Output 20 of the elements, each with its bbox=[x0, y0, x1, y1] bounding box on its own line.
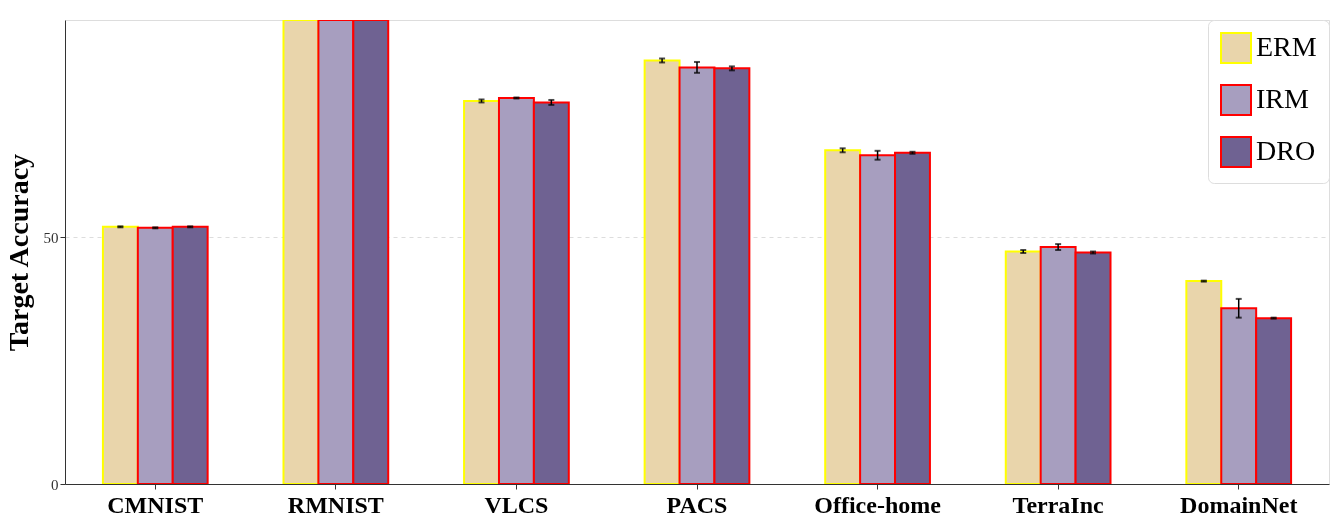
bar bbox=[824, 149, 862, 484]
x-tick-label: PACS bbox=[666, 491, 728, 518]
x-tick-label: DomainNet bbox=[1180, 491, 1298, 518]
bar bbox=[1185, 280, 1223, 484]
legend-label: ERM bbox=[1256, 31, 1317, 62]
x-tick-label: CMNIST bbox=[107, 491, 204, 518]
bar bbox=[463, 99, 500, 484]
bar bbox=[101, 225, 139, 484]
y-tick-label: 50 bbox=[43, 229, 59, 246]
bar bbox=[282, 20, 320, 484]
legend-label: IRM bbox=[1256, 83, 1309, 114]
bar bbox=[643, 59, 681, 484]
x-tick-label: Office-home bbox=[814, 491, 942, 518]
x-tick-label: RMNIST bbox=[287, 491, 384, 518]
y-tick-label: 0 bbox=[51, 476, 59, 493]
y-axis-title: Target Accuracy bbox=[2, 153, 34, 352]
bar bbox=[1004, 250, 1042, 484]
x-tick-label: VLCS bbox=[484, 491, 549, 518]
legend-label: DRO bbox=[1256, 135, 1316, 166]
x-tick-label: TerraInc bbox=[1012, 491, 1105, 518]
